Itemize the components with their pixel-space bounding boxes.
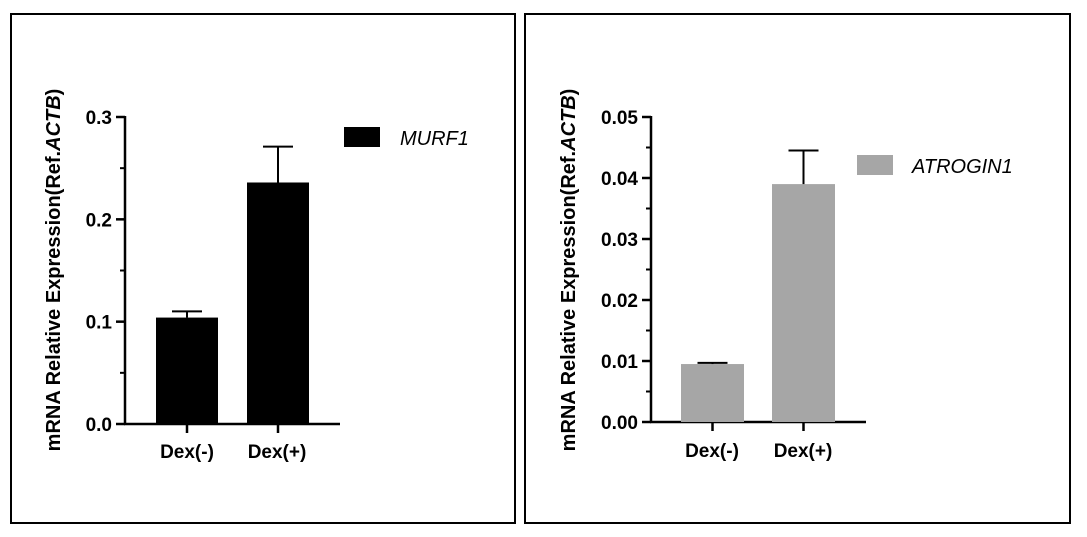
y-tick-label: 0.1 (86, 313, 113, 334)
legend-label: MURF1 (400, 128, 469, 150)
bar-atrogin1-1 (681, 364, 744, 422)
bar-murf1-2 (247, 182, 309, 424)
chart-atrogin1: 0.00 0.01 0.02 0.03 0.04 0.05 Dex(-) Dex(+) ATRO… (558, 89, 1013, 462)
x-tick-label: Dex(+) (774, 441, 833, 462)
bar-murf1-1 (156, 317, 218, 424)
x-tick-label: Dex(-) (685, 441, 739, 462)
chart-murf1: 0.0 0.1 0.2 0.3 Dex(-) Dex(+) MURF1 mRNA Relati… (43, 89, 469, 463)
y-tick-label: 0.03 (601, 230, 638, 251)
x-tick-label: Dex(-) (160, 442, 214, 463)
x-tick-label: Dex(+) (248, 442, 307, 463)
y-axis-title-suffix: ) (43, 89, 65, 96)
y-tick-label: 0.01 (601, 352, 638, 373)
y-tick-label: 0.3 (86, 108, 112, 129)
y-tick-label: 0.2 (86, 210, 112, 231)
y-axis-title: mRNA Relative Expression(Ref.ACTB) (558, 89, 580, 452)
y-tick-label: 0.02 (601, 291, 638, 312)
legend-swatch (344, 127, 380, 147)
y-axis-title-gene: ACTB (43, 95, 65, 152)
legend-label: ATROGIN1 (911, 156, 1013, 178)
y-axis-title-prefix: mRNA Relative Expression(Ref. (558, 151, 580, 451)
y-tick-label: 0.05 (601, 108, 638, 129)
y-axis-title-gene: ACTB (558, 95, 580, 152)
y-axis-title-prefix: mRNA Relative Expression(Ref. (43, 151, 65, 451)
legend-swatch (857, 155, 893, 175)
y-tick-label: 0.04 (601, 169, 638, 190)
bar-atrogin1-2 (772, 184, 835, 422)
y-axis-title: mRNA Relative Expression(Ref.ACTB) (43, 89, 65, 452)
y-axis-title-suffix: ) (558, 89, 580, 96)
y-tick-label: 0.0 (86, 415, 112, 436)
y-tick-label: 0.00 (601, 413, 638, 434)
